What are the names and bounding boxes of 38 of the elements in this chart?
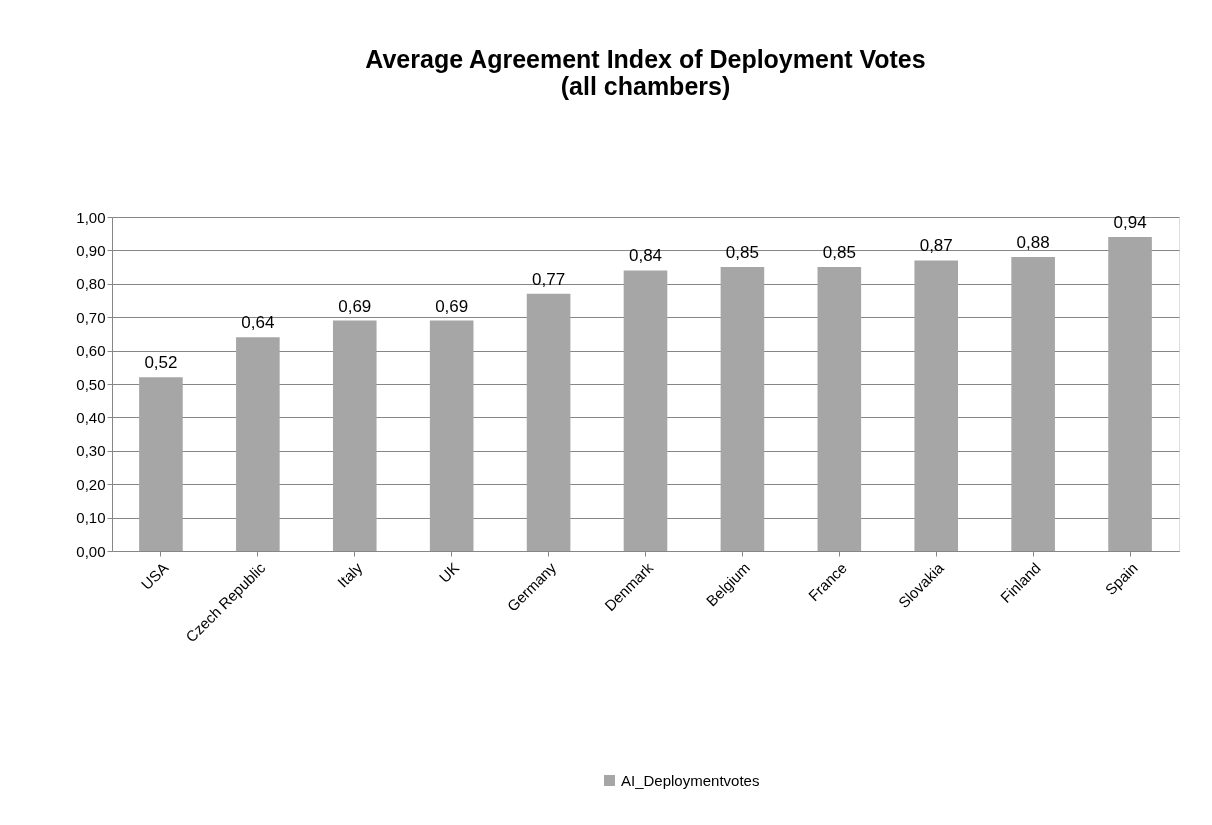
bar xyxy=(623,270,668,551)
bar xyxy=(429,320,474,551)
bar xyxy=(139,377,183,551)
data-label: 0,69 xyxy=(435,296,469,316)
x-tick-label: Italy xyxy=(333,558,366,591)
x-tick-label: USA xyxy=(137,559,172,593)
y-tick-label: 0,80 xyxy=(76,275,106,293)
y-tick-label: 0,70 xyxy=(76,308,106,326)
data-label: 0,94 xyxy=(1113,213,1147,233)
data-label: 0,87 xyxy=(919,236,953,256)
data-label: 0,77 xyxy=(532,269,566,289)
data-label: 0,85 xyxy=(725,243,759,263)
data-label: 0,64 xyxy=(241,313,275,333)
chart-title: Average Agreement Index of Deployment Votes (all chambers) xyxy=(365,45,926,100)
legend-label: AI_Deploymentvotes xyxy=(621,771,760,789)
data-label: 0,84 xyxy=(628,246,663,266)
bar xyxy=(720,267,765,551)
y-tick-label: 0,00 xyxy=(76,542,106,560)
y-tick-label: 0,90 xyxy=(76,241,106,259)
data-label: 0,52 xyxy=(144,353,178,373)
y-tick-label: 0,60 xyxy=(76,342,106,360)
bar xyxy=(1108,237,1152,551)
y-tick-label: 0,50 xyxy=(76,375,106,393)
data-label: 0,69 xyxy=(338,296,372,316)
bar xyxy=(1011,257,1055,551)
bar xyxy=(817,267,862,551)
bar xyxy=(332,320,377,551)
x-tick-label: UK xyxy=(435,559,463,586)
y-tick-label: 0,30 xyxy=(76,442,106,460)
y-tick-label: 1,00 xyxy=(76,208,106,226)
bar xyxy=(526,293,571,551)
bar xyxy=(914,260,959,551)
data-label: 0,88 xyxy=(1016,233,1050,253)
y-tick-label: 0,10 xyxy=(76,509,106,527)
bar xyxy=(236,337,280,551)
y-tick-label: 0,20 xyxy=(76,475,106,493)
data-label: 0,85 xyxy=(822,243,856,263)
y-tick-label: 0,40 xyxy=(76,408,106,426)
